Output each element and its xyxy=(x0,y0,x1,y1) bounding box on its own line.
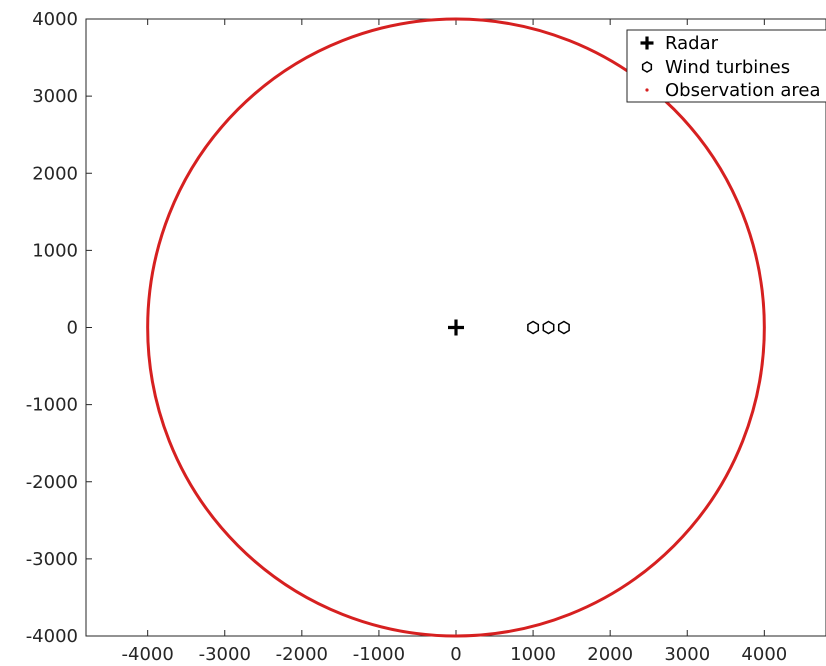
y-tick-label: -2000 xyxy=(26,472,78,493)
x-tick-label: -2000 xyxy=(276,644,328,665)
legend-marker-radar xyxy=(640,36,654,50)
x-tick-label: 0 xyxy=(450,644,461,665)
axes: -4000 -3000 -2000 -1000 0 1000 2000 3000 4000 -40… xyxy=(26,9,826,665)
legend-box xyxy=(626,29,826,103)
wind-turbine-marker xyxy=(557,320,570,335)
legend-label: Radar xyxy=(665,33,719,54)
plot-area xyxy=(146,17,766,638)
x-tick-label: -4000 xyxy=(122,644,174,665)
legend-label: Wind turbines xyxy=(665,57,790,78)
wind-turbine-marker xyxy=(527,320,540,335)
legend-marker-wind-turbines xyxy=(641,61,653,73)
x-tick-label: 4000 xyxy=(741,644,787,665)
wind-turbine-marker xyxy=(542,320,555,335)
x-tick-label: -3000 xyxy=(199,644,251,665)
legend-marker-observation-area xyxy=(645,88,649,92)
x-tick-label: 3000 xyxy=(664,644,710,665)
y-tick-label: 0 xyxy=(67,318,78,339)
x-tick-label: 2000 xyxy=(587,644,633,665)
y-tick-label: 4000 xyxy=(32,9,78,30)
radar-marker xyxy=(448,319,464,336)
x-tick-label: 1000 xyxy=(510,644,556,665)
y-tick-label: -3000 xyxy=(26,549,78,570)
legend-label: Observation area xyxy=(665,80,820,101)
y-tick-label: 2000 xyxy=(32,163,78,184)
y-tick-label: -1000 xyxy=(26,395,78,416)
observation-area-circle xyxy=(146,17,766,638)
y-tick-label: 1000 xyxy=(32,240,78,261)
y-tick-label: 3000 xyxy=(32,86,78,107)
x-tick-label: -1000 xyxy=(353,644,405,665)
y-tick-label: -4000 xyxy=(26,626,78,647)
